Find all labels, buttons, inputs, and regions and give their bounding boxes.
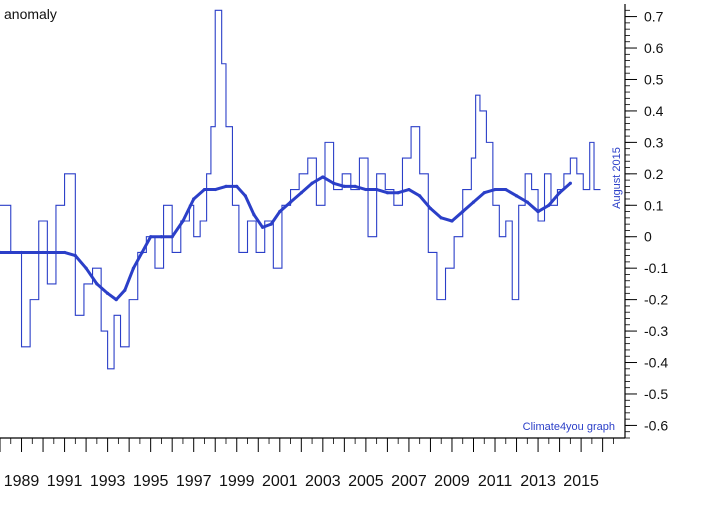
- series-running-mean-point: [19, 250, 24, 255]
- series-running-mean-point: [396, 191, 400, 195]
- series-running-mean-point: [140, 250, 144, 255]
- x-tick-label: 2001: [262, 473, 298, 490]
- y-tick-label: 0.4: [644, 103, 664, 119]
- x-tick-label: 2015: [563, 473, 599, 490]
- series-running-mean-point: [364, 187, 368, 192]
- series-running-mean-point: [471, 200, 476, 204]
- series-running-mean-point: [342, 184, 346, 189]
- series-running-mean-point: [353, 184, 357, 189]
- y-tick-label: 0.1: [644, 197, 664, 213]
- x-tick-label: 1993: [90, 473, 126, 490]
- credit-label: Climate4you graph: [523, 421, 615, 433]
- y-tick-label: -0.5: [644, 386, 668, 402]
- series-running-mean-point: [299, 191, 303, 195]
- x-tick-label: 1989: [4, 473, 40, 490]
- x-tick-label: 1991: [47, 473, 83, 490]
- x-tick-label: 1999: [219, 473, 255, 490]
- series-running-mean-point: [450, 219, 454, 223]
- x-tick-label: 1995: [133, 473, 169, 490]
- series-running-mean-point: [202, 187, 207, 192]
- series-running-mean-point: [41, 250, 45, 255]
- series-running-mean-point: [73, 253, 77, 258]
- series-running-mean-point: [407, 187, 411, 192]
- series-running-mean-point: [106, 291, 110, 295]
- series-running-mean-point: [114, 298, 118, 302]
- series-running-mean-point: [321, 175, 325, 179]
- series-running-mean-point: [243, 194, 247, 198]
- y-tick-label: 0: [644, 229, 652, 245]
- y-tick-label: 0.2: [644, 166, 664, 182]
- series-monthly: [0, 9, 601, 370]
- series-running-mean-point: [557, 191, 562, 195]
- series-running-mean-point: [159, 235, 164, 239]
- axes-group: 0.7 0.6 0.5 0.4 0.3 0.2 0.1 0 -0.1 -0.2 -0.3 -0.4 -0…: [0, 4, 668, 490]
- plot-area: [0, 9, 601, 370]
- y-tick-label: -0.2: [644, 292, 668, 308]
- series-running-mean-point: [331, 181, 336, 185]
- series-running-mean-point: [0, 250, 2, 255]
- series-running-mean-point: [260, 225, 265, 229]
- series-running-mean-point: [418, 194, 422, 198]
- series-running-mean-point: [568, 181, 572, 185]
- x-tick-label: 2009: [434, 473, 470, 490]
- series-running-mean-point: [547, 203, 551, 207]
- y-axis-title: anomaly: [4, 6, 57, 22]
- series-running-mean-point: [95, 282, 99, 286]
- series-running-mean-point: [123, 288, 127, 292]
- series-running-mean-point: [62, 250, 67, 255]
- series-running-mean-point: [213, 187, 217, 192]
- x-tick-label: 2003: [305, 473, 341, 490]
- y-tick-label: -0.1: [644, 260, 668, 276]
- series-running-mean-point: [514, 194, 519, 198]
- x-tick-label: 2005: [348, 473, 384, 490]
- series-running-mean-point: [170, 235, 174, 239]
- x-tick-label: 2007: [391, 473, 427, 490]
- y-tick-label: -0.6: [644, 417, 668, 433]
- y-tick-label: -0.4: [644, 355, 668, 371]
- y-tick-label: 0.5: [644, 71, 664, 87]
- series-running-mean-point: [493, 187, 497, 192]
- x-tick-label: 1997: [176, 473, 212, 490]
- series-running-mean-point: [224, 184, 228, 189]
- y-tick-label: -0.3: [644, 323, 668, 339]
- series-running-mean-point: [461, 209, 465, 214]
- series-running-mean-point: [428, 206, 433, 211]
- y-tick-label: 0.6: [644, 40, 664, 56]
- series-running-mean-point: [149, 235, 153, 239]
- series-running-mean-point: [252, 213, 256, 217]
- series-running-mean-point: [439, 216, 443, 220]
- series-running-mean-point: [269, 222, 273, 226]
- x-tick-label: 2011: [478, 473, 513, 490]
- series-running-mean-point: [375, 187, 379, 192]
- series-running-mean-point: [235, 184, 239, 189]
- series-running-mean-point: [288, 200, 293, 204]
- series-running-mean-point: [181, 219, 185, 223]
- y-tick-label: 0.3: [644, 134, 664, 150]
- series-running-mean-point: [278, 209, 282, 214]
- series-running-mean-point: [131, 266, 136, 270]
- series-running-mean-point: [192, 197, 196, 201]
- x-tick-label: 2013: [520, 473, 556, 490]
- date-side-label: August 2015: [611, 147, 623, 209]
- series-running-mean-point: [536, 209, 540, 214]
- series-running-mean-point: [84, 266, 88, 270]
- series-running-mean-point: [310, 181, 314, 185]
- y-tick-label: 0.7: [644, 9, 664, 25]
- series-running-mean-point: [385, 191, 390, 195]
- series-running-mean-point: [525, 200, 529, 204]
- series-running-mean: [0, 175, 572, 302]
- series-running-mean-point: [482, 191, 486, 195]
- series-running-mean-point: [504, 187, 508, 192]
